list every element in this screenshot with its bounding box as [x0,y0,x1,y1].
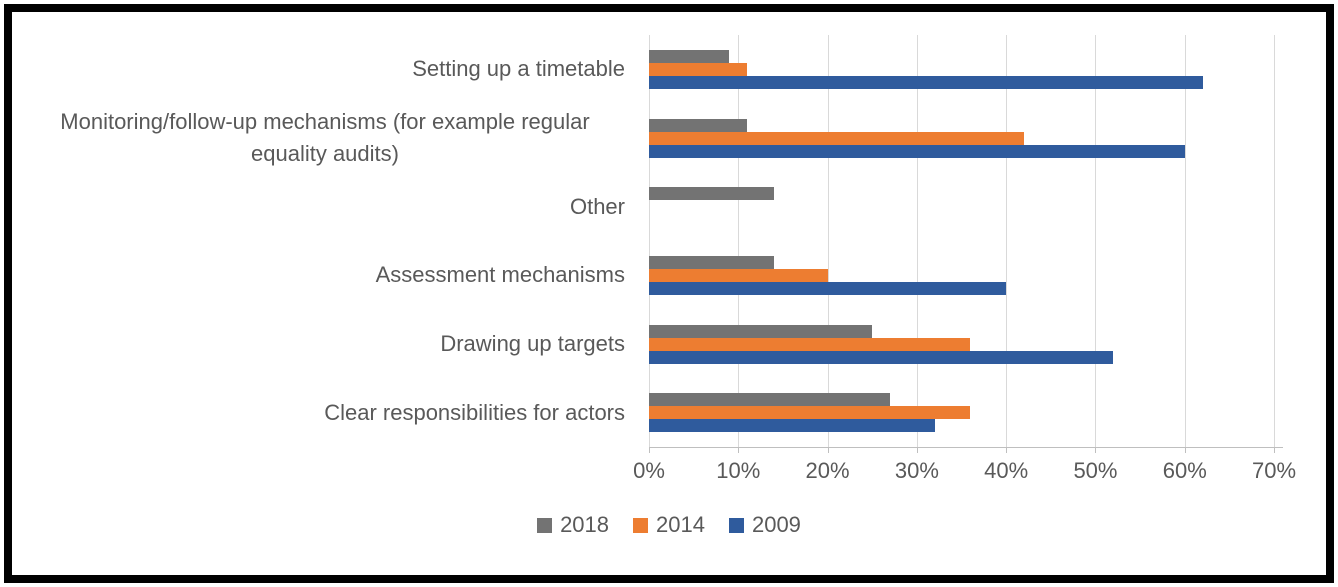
bar-group [649,310,1283,379]
legend-swatch-icon [728,517,744,533]
axis-tick [916,447,918,453]
bar-group [649,172,1283,241]
legend-swatch-icon [633,517,649,533]
category-label-row: Drawing up targets [20,310,625,379]
bar-2009 [649,419,935,433]
bar-2018 [649,255,774,269]
category-label: Drawing up targets [440,331,625,357]
category-label-row: Monitoring/follow-up mechanisms (for exa… [20,104,625,173]
axis-tick [1095,447,1097,453]
bar-slot [649,255,1283,269]
category-axis-labels: Setting up a timetable Monitoring/follow-… [20,35,625,447]
category-label: Setting up a timetable [412,56,625,82]
legend-label: 2018 [560,512,610,537]
bar-2009 [649,75,1203,89]
bar-slot [649,131,1283,145]
x-tick-label: 40% [984,458,1029,483]
bar-2014 [649,62,748,76]
axis-tick [649,447,650,453]
bar-slot [649,49,1283,63]
bar-2009 [649,281,1007,295]
category-label: Monitoring/follow-up mechanisms (for exa… [60,109,590,166]
bar-slot [649,393,1283,407]
gridline [1006,35,1008,447]
gridline [1184,35,1186,447]
bar-slot [649,350,1283,364]
legend-item-2018: 2018 [537,512,609,538]
bar-slot [649,419,1283,433]
bar-2009 [649,350,1114,364]
bar-slot [649,406,1283,420]
bar-2018 [649,187,774,201]
gridline [827,35,829,447]
category-label: Assessment mechanisms [375,262,625,288]
legend-item-2014: 2014 [633,512,705,538]
bar-slot [649,337,1283,351]
bar-slot [649,281,1283,295]
bar-2018 [649,324,873,338]
gridline [649,35,650,447]
legend-label: 2014 [656,512,705,537]
category-label: Other [569,193,625,219]
x-tick-label: 50% [1073,458,1118,483]
legend-swatch-icon [537,517,553,533]
axis-tick [1184,447,1186,453]
legend: 2018 2014 2009 [12,512,1326,538]
bar-rows [649,35,1283,447]
grouped-bar-chart: Setting up a timetable Monitoring/follow-… [12,12,1326,575]
x-tick-label: 20% [805,458,850,483]
bar-slot [649,144,1283,158]
bar-2009 [649,144,1185,158]
x-tick-label: 60% [1162,458,1207,483]
category-label-row: Clear responsibilities for actors [20,378,625,447]
bar-2018 [649,118,748,132]
bar-slot [649,213,1283,226]
category-label-row: Other [20,172,625,241]
gridline [1095,35,1097,447]
x-tick-label: 0% [633,458,665,483]
bar-2014 [649,131,1025,145]
legend-item-2009: 2009 [728,512,801,538]
plot-area [649,35,1283,453]
bar-group [649,35,1283,104]
axis-tick [1274,447,1276,453]
gridline [738,35,740,447]
x-tick-label: 70% [1252,458,1297,483]
chart-frame: Setting up a timetable Monitoring/follow-… [4,4,1334,583]
bar-slot [649,324,1283,338]
x-tick-label: 10% [716,458,761,483]
axis-tick [738,447,740,453]
category-label-row: Assessment mechanisms [20,241,625,310]
category-label: Clear responsibilities for actors [324,399,625,425]
gridline [1274,35,1276,447]
x-axis-line [649,447,1283,448]
axis-tick [827,447,829,453]
bar-2014 [649,337,971,351]
bar-group [649,378,1283,447]
bar-2018 [649,49,730,63]
bar-slot [649,75,1283,89]
bar-2018 [649,393,891,407]
bar-2014 [649,406,971,420]
bar-slot [649,268,1283,282]
bar-2014 [649,268,828,282]
bar-group [649,241,1283,310]
x-axis-tick-labels: 0% 10% 20% 30% 40% 50% 60% 70% [633,458,1296,488]
legend-label: 2009 [751,512,801,537]
gridline [916,35,918,447]
category-label-row: Setting up a timetable [20,35,625,104]
axis-tick [1006,447,1008,453]
bar-slot [649,62,1283,76]
bar-slot [649,187,1283,201]
bar-slot [649,118,1283,132]
bar-slot [649,200,1283,213]
x-tick-label: 30% [894,458,939,483]
bar-group [649,104,1283,173]
